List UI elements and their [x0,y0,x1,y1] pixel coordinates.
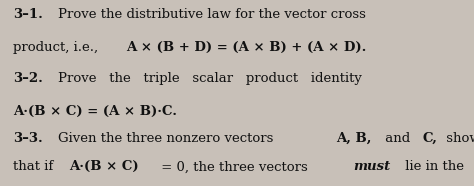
Text: A·(B × C) = (A × B)·C.: A·(B × C) = (A × B)·C. [13,105,177,118]
Text: Prove the distributive law for the vector cross: Prove the distributive law for the vecto… [58,8,366,21]
Text: 3–2.: 3–2. [13,72,43,85]
Text: 3–1.: 3–1. [13,8,43,21]
Text: Prove   the   triple   scalar   product   identity: Prove the triple scalar product identity [58,72,362,85]
Text: show: show [442,132,474,145]
Text: and: and [381,132,414,145]
Text: lie in the: lie in the [401,161,464,173]
Text: Given the three nonzero vectors: Given the three nonzero vectors [58,132,278,145]
Text: must: must [354,161,391,173]
Text: 3–3.: 3–3. [13,132,43,145]
Text: that if: that if [13,161,58,173]
Text: product, i.e.,: product, i.e., [13,41,102,54]
Text: A, B,: A, B, [336,132,371,145]
Text: A × (B + D) = (A × B) + (A × D).: A × (B + D) = (A × B) + (A × D). [126,41,366,54]
Text: A·(B × C): A·(B × C) [69,161,139,173]
Text: C,: C, [423,132,438,145]
Text: = 0, the three vectors: = 0, the three vectors [157,161,312,173]
